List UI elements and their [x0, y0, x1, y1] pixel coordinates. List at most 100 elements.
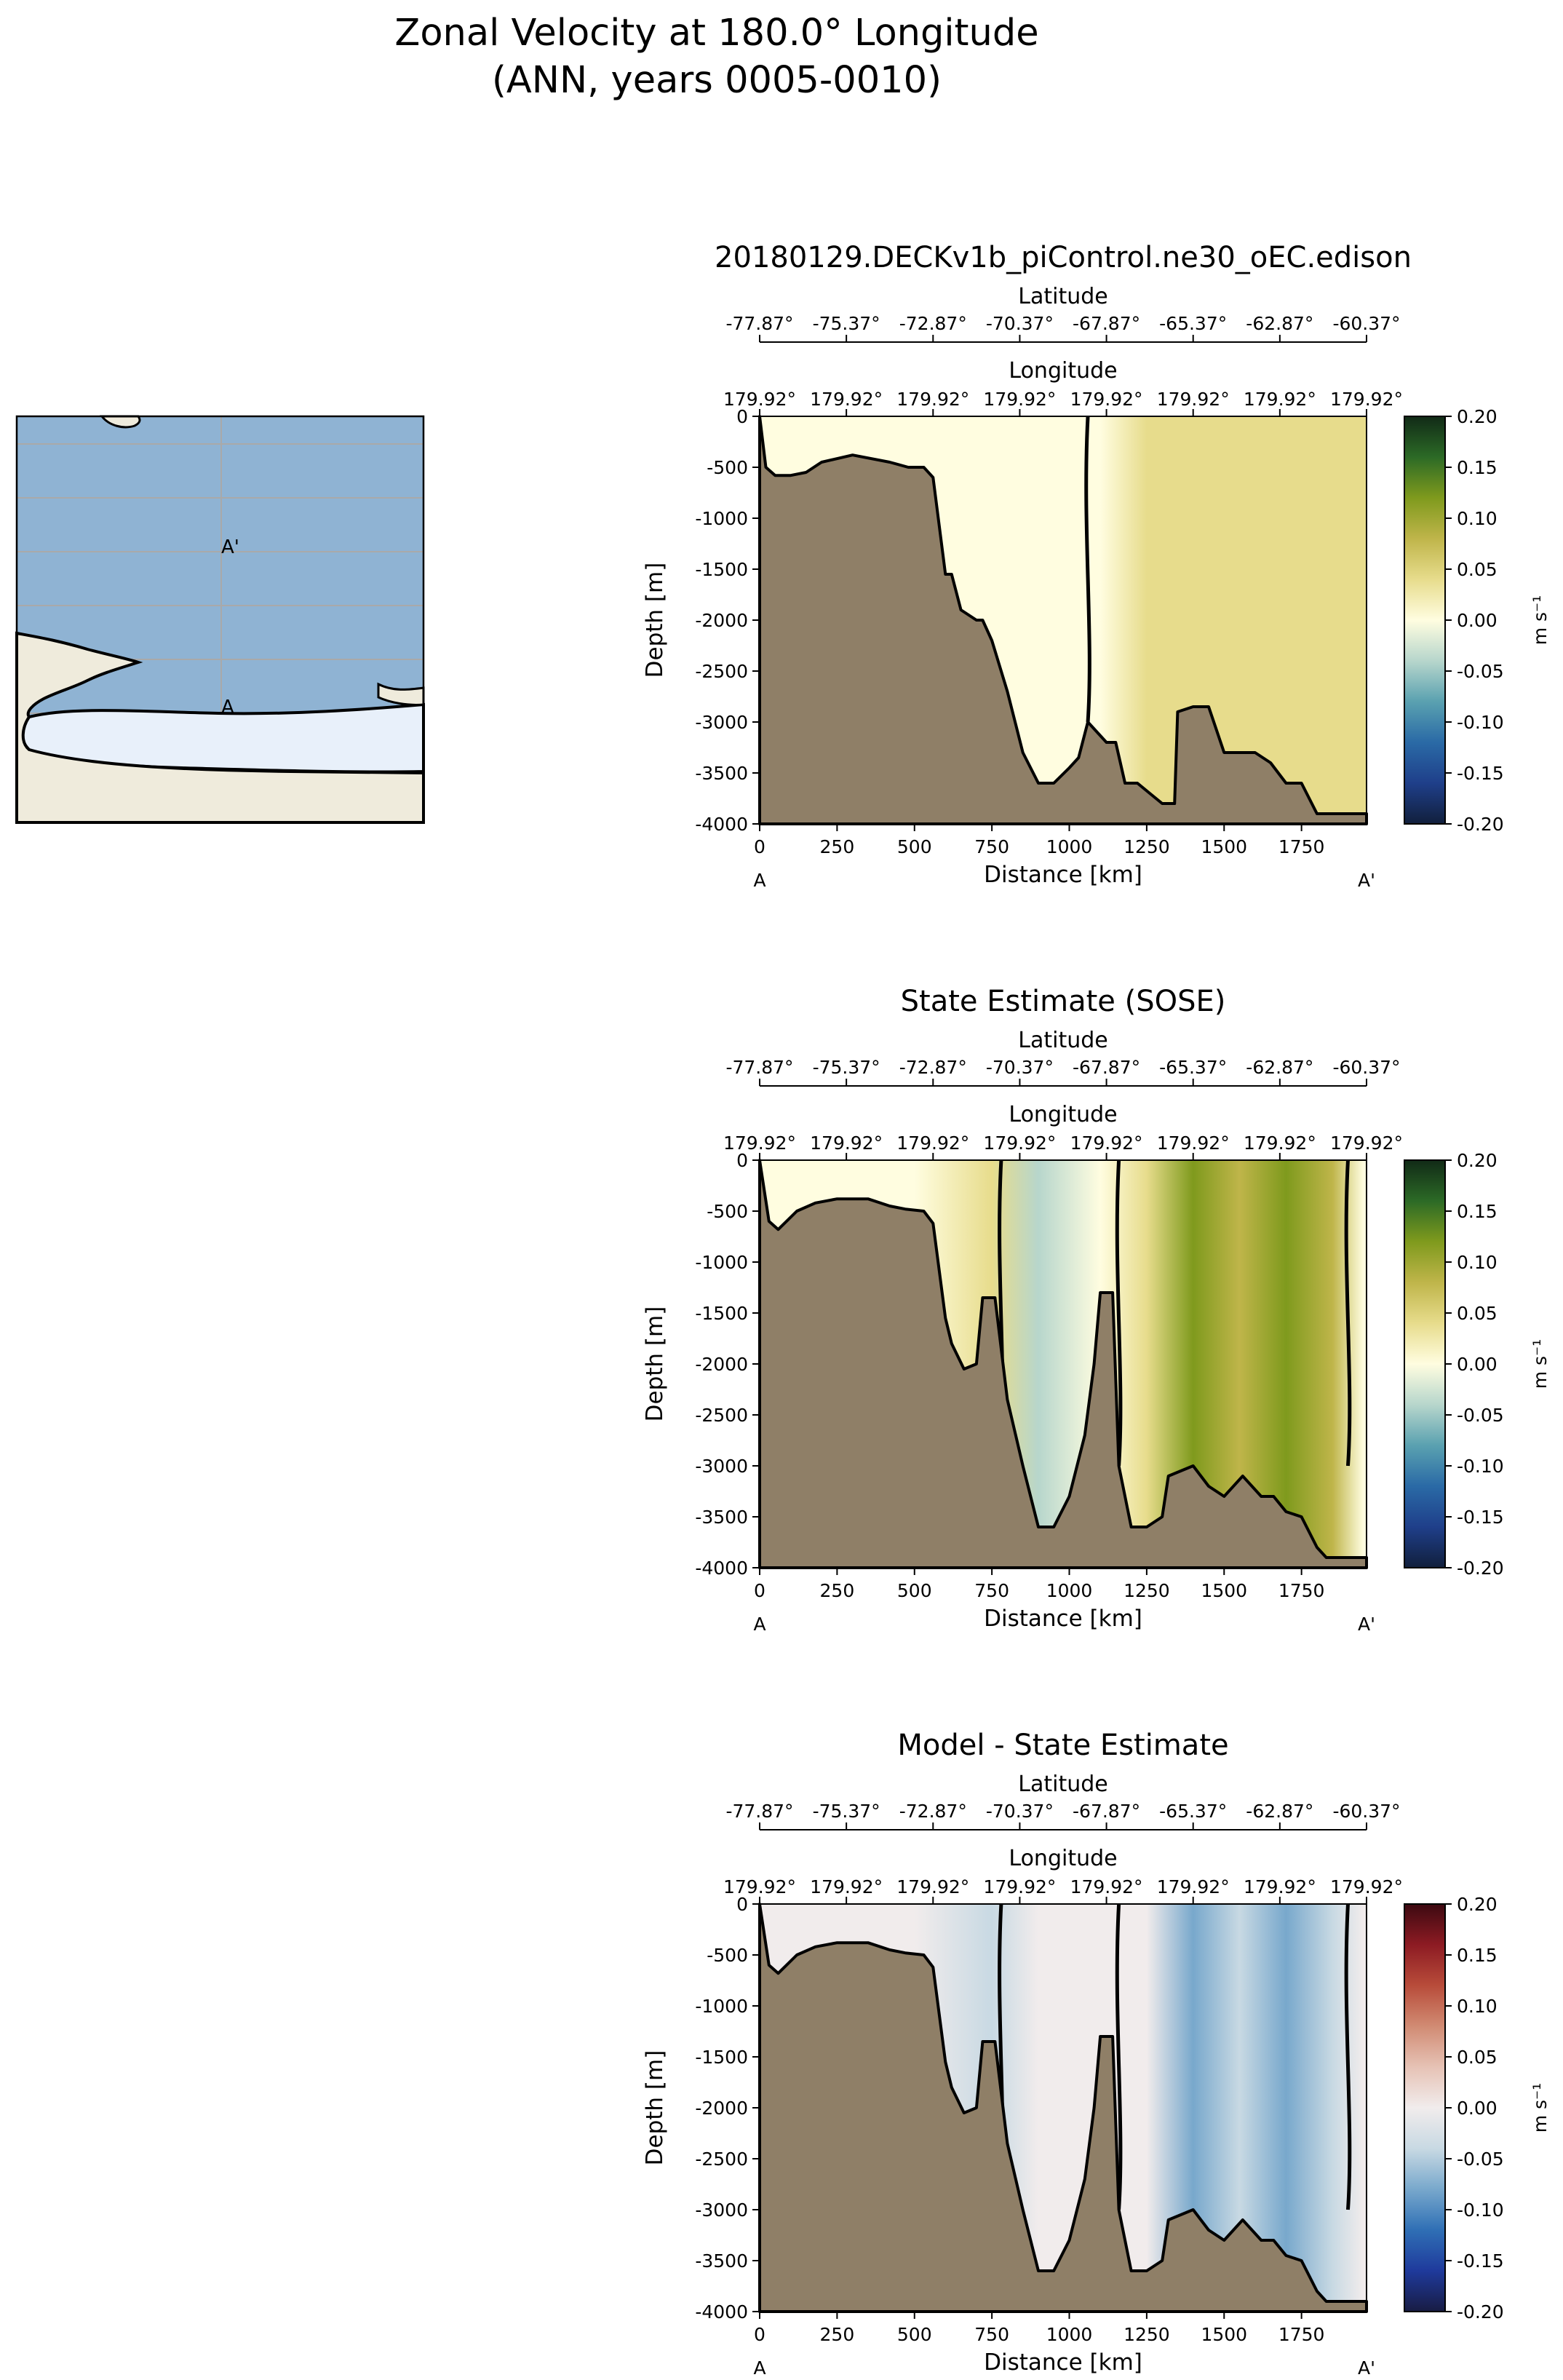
latitude-tick-label: -60.37°	[1332, 1801, 1400, 1822]
x-axis-label: Distance [km]	[984, 2349, 1142, 2376]
figure-title-line1: Zonal Velocity at 180.0° Longitude	[394, 12, 1038, 55]
latitude-tick-label: -67.87°	[1073, 1057, 1140, 1078]
map-label-end: A'	[221, 536, 239, 558]
y-axis-label: Depth [m]	[642, 2050, 668, 2166]
longitude-tick-label: 179.92°	[1244, 1876, 1316, 1897]
section-start-label: A	[753, 2357, 765, 2379]
figure-title-line2: (ANN, years 0005-0010)	[492, 59, 942, 102]
longitude-tick-label: 179.92°	[1330, 1133, 1403, 1154]
longitude-tick-label: 179.92°	[983, 389, 1056, 410]
colorbar-tick-label: -0.05	[1457, 1405, 1504, 1426]
y-tick-label: -500	[707, 457, 748, 478]
section-start-label: A	[753, 870, 765, 891]
longitude-tick-label: 179.92°	[983, 1133, 1056, 1154]
colorbar-tick-label: 0.20	[1457, 406, 1498, 427]
y-tick-label: -2500	[695, 661, 748, 682]
latitude-tick-label: -72.87°	[899, 1057, 967, 1078]
y-tick-label: 0	[736, 1894, 748, 1915]
section-start-label: A	[753, 1614, 765, 1635]
y-tick-label: -1500	[695, 2047, 748, 2068]
longitude-tick-label: 179.92°	[810, 1133, 883, 1154]
longitude-tick-label: 179.92°	[1244, 1133, 1316, 1154]
colorbar-tick-label: -0.20	[1457, 814, 1504, 835]
x-tick-label: 0	[754, 1580, 765, 1601]
x-tick-label: 1750	[1278, 2324, 1325, 2345]
latitude-tick-label: -65.37°	[1159, 1801, 1227, 1822]
latitude-tick-label: -72.87°	[899, 1801, 967, 1822]
chart-title: State Estimate (SOSE)	[901, 985, 1226, 1018]
longitude-tick-label: 179.92°	[1157, 1876, 1230, 1897]
latitude-tick-label: -65.37°	[1159, 313, 1227, 334]
colorbar-tick-label: 0.10	[1457, 508, 1498, 529]
latitude-axis-label: Latitude	[1018, 1028, 1107, 1053]
longitude-tick-label: 179.92°	[983, 1876, 1056, 1897]
y-tick-label: 0	[736, 1150, 748, 1171]
y-axis-label: Depth [m]	[642, 563, 668, 678]
longitude-tick-label: 179.92°	[1244, 389, 1316, 410]
y-tick-label: 0	[736, 406, 748, 427]
colorbar-tick-label: 0.10	[1457, 1996, 1498, 2017]
x-tick-label: 1500	[1201, 836, 1247, 857]
x-tick-label: 750	[974, 2324, 1009, 2345]
longitude-tick-label: 179.92°	[1157, 1133, 1230, 1154]
y-tick-label: -4000	[695, 1558, 748, 1579]
x-tick-label: 0	[754, 2324, 765, 2345]
longitude-tick-label: 179.92°	[896, 1876, 969, 1897]
x-tick-label: 1750	[1278, 1580, 1325, 1601]
latitude-tick-label: -70.37°	[986, 1057, 1054, 1078]
chart-title: 20180129.DECKv1b_piControl.ne30_oEC.edis…	[715, 241, 1412, 274]
latitude-axis-label: Latitude	[1018, 1772, 1107, 1797]
colorbar-tick-label: 0.05	[1457, 559, 1498, 580]
zero-contour-line	[1344, 1903, 1352, 2210]
latitude-tick-label: -60.37°	[1332, 313, 1400, 334]
map-land-antarctica	[15, 631, 425, 824]
y-tick-label: -3500	[695, 2250, 748, 2272]
longitude-tick-label: 179.92°	[723, 1133, 796, 1154]
colorbar-unit-label: m s⁻¹	[1530, 2083, 1551, 2133]
y-tick-label: -3000	[695, 1456, 748, 1477]
section-end-label: A'	[1358, 870, 1375, 891]
y-tick-label: -1000	[695, 508, 748, 529]
chart-panel-3: Model - State Estimate Latitude -77.87° -75…	[642, 1729, 1551, 2379]
latitude-tick-label: -75.37°	[813, 1057, 880, 1078]
x-tick-label: 1000	[1046, 1580, 1093, 1601]
map-label-start: A	[221, 697, 234, 718]
x-tick-label: 250	[820, 1580, 855, 1601]
bathymetry-fill	[758, 1903, 1368, 2313]
latitude-tick-label: -75.37°	[813, 1801, 880, 1822]
latitude-tick-label: -72.87°	[899, 313, 967, 334]
colorbar-tick-label: -0.20	[1457, 2301, 1504, 2323]
x-tick-label: 750	[974, 1580, 1009, 1601]
latitude-tick-label: -62.87°	[1246, 1057, 1313, 1078]
x-tick-label: 1250	[1123, 836, 1170, 857]
latitude-axis-label: Latitude	[1018, 284, 1107, 309]
y-tick-label: -1000	[695, 1252, 748, 1273]
latitude-tick-label: -62.87°	[1246, 313, 1313, 334]
x-tick-label: 1000	[1046, 2324, 1093, 2345]
zero-contour-line	[1344, 1159, 1352, 1467]
y-tick-label: -500	[707, 1201, 748, 1222]
colorbar-tick-label: 0.05	[1457, 2047, 1498, 2068]
longitude-tick-label: 179.92°	[896, 1133, 969, 1154]
longitude-tick-label: 179.92°	[723, 389, 796, 410]
x-tick-label: 1000	[1046, 836, 1093, 857]
colorbar-tick-label: 0.15	[1457, 1945, 1498, 1966]
x-tick-label: 1750	[1278, 836, 1325, 857]
longitude-axis-label: Longitude	[1009, 358, 1117, 384]
longitude-axis-label: Longitude	[1009, 1846, 1117, 1871]
colorbar-tick-label: 0.15	[1457, 457, 1498, 478]
colorbar-tick-label: 0.10	[1457, 1252, 1498, 1273]
longitude-tick-label: 179.92°	[1070, 1876, 1143, 1897]
y-tick-label: -2000	[695, 1354, 748, 1375]
colorbar-tick-label: -0.15	[1457, 2250, 1504, 2272]
y-tick-label: -4000	[695, 814, 748, 835]
x-tick-label: 1500	[1201, 2324, 1247, 2345]
x-tick-label: 0	[754, 836, 765, 857]
colorbar-tick-label: -0.10	[1457, 1456, 1504, 1477]
latitude-tick-label: -77.87°	[725, 313, 793, 334]
y-tick-label: -2000	[695, 610, 748, 631]
latitude-tick-label: -70.37°	[986, 1801, 1054, 1822]
zero-contour-line	[1115, 1159, 1123, 1467]
y-tick-label: -1500	[695, 559, 748, 580]
x-tick-label: 1250	[1123, 2324, 1170, 2345]
